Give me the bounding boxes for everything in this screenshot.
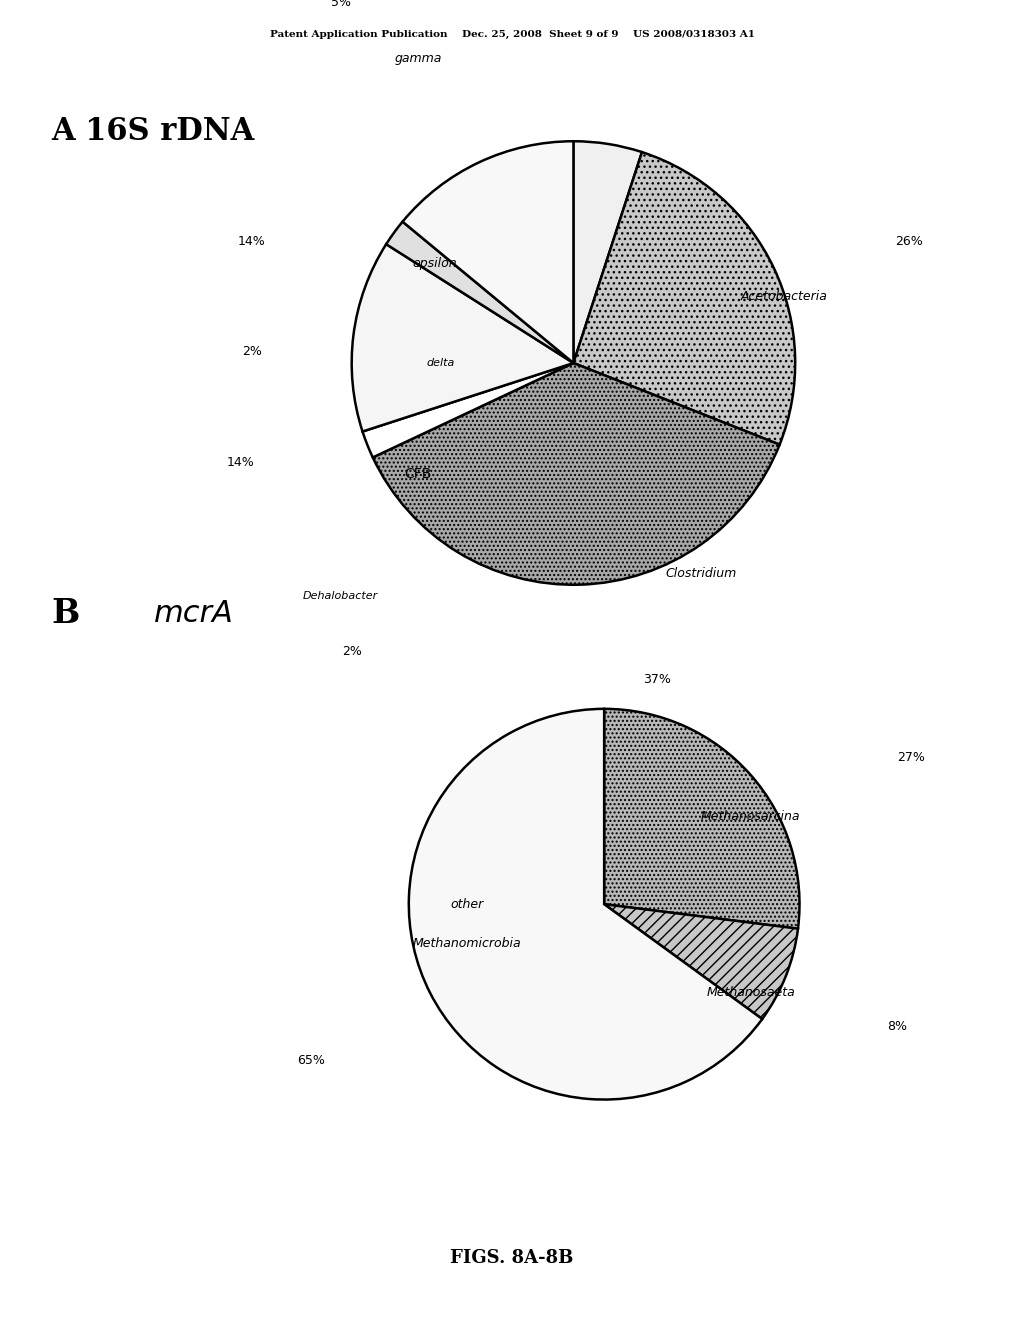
Text: 8%: 8% (888, 1020, 907, 1032)
Text: 14%: 14% (238, 235, 266, 248)
Wedge shape (402, 141, 573, 363)
Text: Methanosarcina: Methanosarcina (701, 809, 801, 822)
Text: Patent Application Publication    Dec. 25, 2008  Sheet 9 of 9    US 2008/0318303: Patent Application Publication Dec. 25, … (269, 30, 755, 40)
Wedge shape (604, 904, 798, 1019)
Text: Methanomicrobia: Methanomicrobia (413, 937, 521, 950)
Wedge shape (604, 709, 800, 929)
Text: epsilon: epsilon (413, 256, 457, 269)
Text: 37%: 37% (643, 672, 671, 685)
Text: Methanosaeta: Methanosaeta (707, 986, 795, 999)
Text: 26%: 26% (895, 235, 923, 248)
Wedge shape (373, 363, 779, 585)
Text: 65%: 65% (297, 1053, 325, 1067)
Wedge shape (409, 709, 762, 1100)
Text: 27%: 27% (897, 751, 925, 764)
Text: CFB: CFB (404, 467, 432, 480)
Text: A 16S rDNA: A 16S rDNA (51, 116, 254, 148)
Text: 14%: 14% (227, 457, 255, 470)
Text: Clostridium: Clostridium (666, 568, 736, 581)
Text: delta: delta (426, 358, 455, 368)
Text: FIGS. 8A-8B: FIGS. 8A-8B (451, 1249, 573, 1267)
Text: gamma: gamma (394, 51, 442, 65)
Text: 5%: 5% (331, 0, 350, 9)
Text: B: B (51, 597, 80, 630)
Text: Dehalobacter: Dehalobacter (303, 591, 378, 601)
Text: other: other (451, 898, 484, 911)
Text: mcrA: mcrA (154, 599, 233, 628)
Wedge shape (351, 244, 573, 432)
Wedge shape (362, 363, 573, 458)
Text: Acetobacteria: Acetobacteria (740, 290, 827, 304)
Wedge shape (386, 222, 573, 363)
Wedge shape (573, 141, 642, 363)
Text: 2%: 2% (242, 346, 262, 359)
Text: 2%: 2% (342, 644, 361, 657)
Wedge shape (573, 152, 796, 445)
